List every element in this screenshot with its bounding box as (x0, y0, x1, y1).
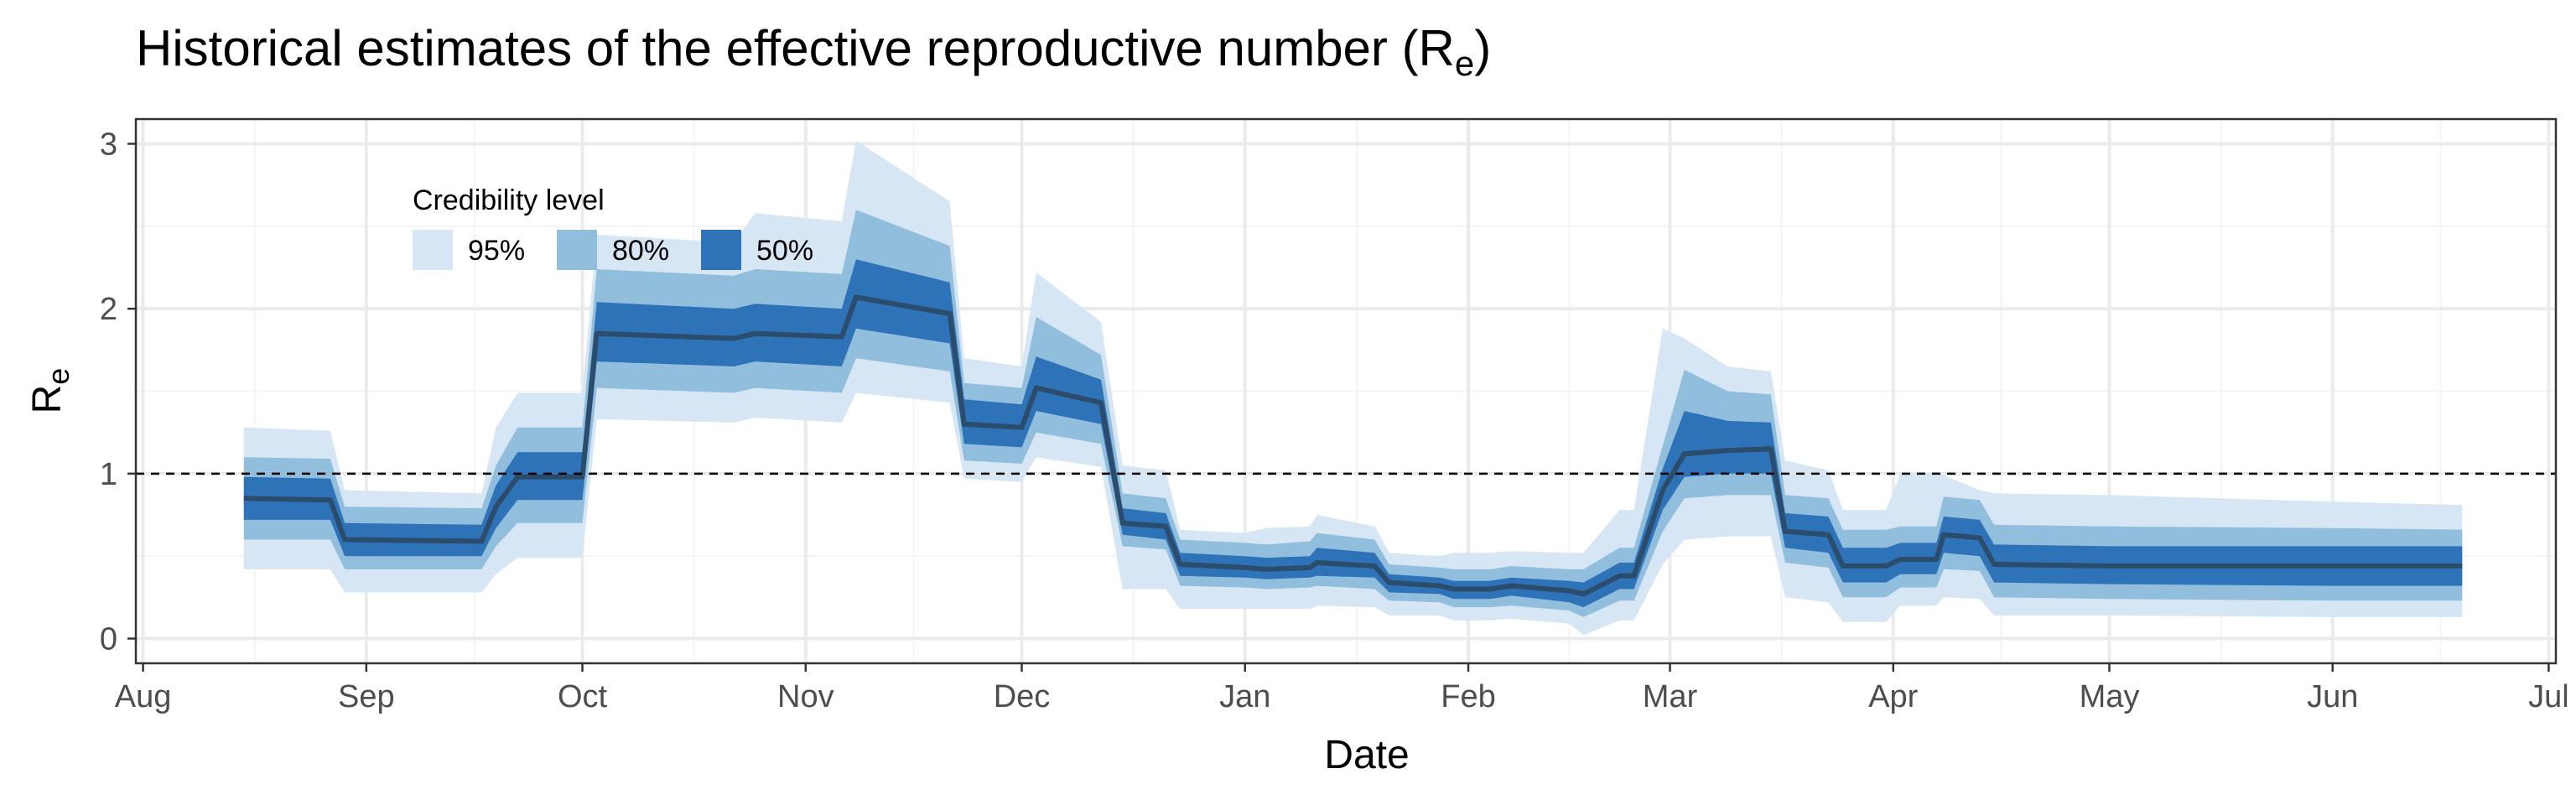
x-tick-label: Feb (1441, 679, 1495, 714)
legend-label-80-pct: 80% (612, 235, 669, 267)
legend-key-50-pct (701, 230, 741, 270)
y-axis-title-subscript: e (41, 368, 75, 385)
x-tick-label: Mar (1643, 679, 1698, 714)
y-tick-label: 2 (100, 292, 117, 327)
ci95-band (243, 140, 2463, 636)
legend-label-50-pct: 50% (756, 235, 813, 267)
y-tick-label: 0 (100, 622, 117, 657)
x-axis: Aug Sep Oct Nov Dec Jan Feb Mar Apr May Jun Jul (115, 663, 2569, 714)
legend-title: Credibility level (413, 184, 605, 216)
x-tick-label: Jan (1219, 679, 1270, 714)
y-axis-title: Re (25, 368, 75, 414)
plot-panel-border (134, 117, 2558, 665)
legend: Credibility level 95% 80% 50% (413, 184, 813, 270)
median-line (243, 294, 2463, 597)
credible-interval-bands (243, 140, 2463, 636)
x-tick-label: Apr (1868, 679, 1918, 714)
chart-title-suffix: ) (1474, 20, 1491, 76)
x-tick-label: Aug (115, 679, 172, 714)
legend-key-95-pct (413, 230, 453, 270)
x-tick-label: Nov (777, 679, 834, 714)
y-tick-label: 3 (100, 127, 117, 163)
ci50-band (243, 259, 2463, 608)
median-layer (243, 294, 2463, 597)
y-axis: 0 1 2 3 (100, 127, 136, 657)
legend-key-80-pct (557, 230, 597, 270)
x-tick-label: Jun (2307, 679, 2358, 714)
legend-label-95-pct: 95% (468, 235, 525, 267)
x-tick-label: Jul (2528, 679, 2569, 714)
y-tick-label: 1 (100, 457, 117, 492)
x-tick-label: May (2080, 679, 2140, 714)
x-tick-label: Dec (994, 679, 1051, 714)
chart-title-subscript: e (1455, 44, 1474, 83)
y-axis-title-main: R (25, 385, 70, 414)
x-tick-label: Oct (558, 679, 608, 714)
x-tick-label: Sep (338, 679, 395, 714)
chart-title: Historical estimates of the effective re… (136, 20, 1491, 83)
x-axis-title: Date (1324, 733, 1409, 777)
chart-title-main: Historical estimates of the effective re… (136, 20, 1455, 76)
